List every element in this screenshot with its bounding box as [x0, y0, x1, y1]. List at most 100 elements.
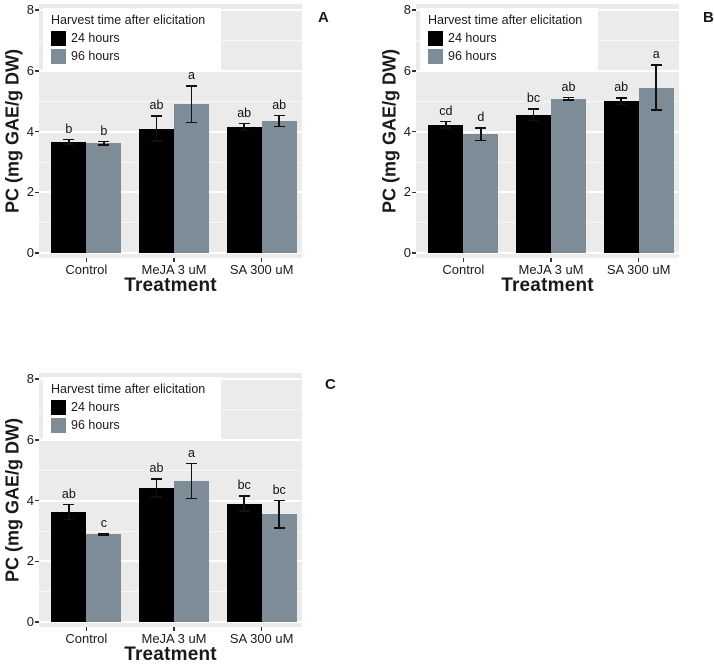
- legend-swatch-24h: [51, 399, 66, 415]
- error-bar-cap-bottom: [528, 119, 539, 122]
- x-axis-category-label: Control: [442, 262, 485, 277]
- error-bar-24h-control: [63, 503, 75, 521]
- y-axis-tick: [35, 439, 39, 441]
- significance-letter-96h-meja-3-um: a: [188, 68, 195, 83]
- panel-letter-a: A: [318, 9, 329, 26]
- legend: Harvest time after elicitation 24 hours …: [43, 377, 221, 439]
- x-axis-category-label: Control: [65, 262, 108, 277]
- significance-letter-24h-control: cd: [439, 103, 453, 118]
- y-axis-tick: [412, 70, 416, 72]
- bar-24h-meja-3-um: [139, 128, 174, 254]
- major-gridline: [39, 252, 302, 255]
- bar-24h-sa-300-um: [603, 101, 639, 254]
- error-bar-cap-top: [563, 96, 574, 99]
- error-bar-stem: [532, 108, 535, 122]
- minor-gridline: [416, 100, 679, 102]
- x-axis-tick: [260, 627, 263, 631]
- x-axis-category-label: Control: [65, 631, 108, 646]
- y-axis-tick-label: 2: [26, 184, 34, 200]
- error-bar-cap-bottom: [186, 121, 197, 124]
- bar-96h-meja-3-um: [174, 480, 209, 623]
- y-axis-tick-label: 2: [26, 553, 34, 569]
- error-bar-96h-sa-300-um: [273, 499, 285, 529]
- error-bar-cap-top: [186, 462, 197, 465]
- major-gridline: [416, 69, 679, 72]
- y-axis-tick: [35, 9, 39, 11]
- x-axis-tick: [260, 258, 263, 262]
- error-bar-cap-top: [528, 108, 539, 110]
- y-axis-tick-label: 8: [26, 2, 34, 17]
- error-bar-cap-bottom: [98, 144, 110, 146]
- error-bar-24h-sa-300-um: [238, 495, 250, 512]
- x-axis-tick: [550, 258, 552, 262]
- error-bar-96h-meja-3-um: [186, 462, 197, 500]
- x-axis-category-label: MeJA 3 uM: [518, 262, 584, 277]
- error-bar-cap-bottom: [273, 125, 285, 128]
- x-axis-category-label: MeJA 3 uM: [141, 631, 207, 646]
- error-bar-stem: [103, 140, 105, 146]
- legend-label-96h: 96 hours: [448, 49, 497, 63]
- y-axis-tick-label: 4: [26, 123, 34, 139]
- significance-letter-24h-meja-3-um: ab: [149, 461, 164, 476]
- error-bar-cap-top: [475, 127, 487, 129]
- y-axis-tick: [35, 499, 39, 502]
- error-bar-stem: [480, 127, 482, 141]
- error-bar-stem: [243, 495, 245, 512]
- x-axis-category-label: MeJA 3 uM: [141, 262, 207, 277]
- error-bar-24h-control: [63, 138, 75, 145]
- error-bar-cap-bottom: [186, 497, 197, 500]
- legend-label-24h: 24 hours: [71, 400, 120, 414]
- minor-gridline: [39, 100, 302, 102]
- chart-panel-a: PC (mg GAE/g DW) A Harvest time after el…: [0, 0, 352, 330]
- legend-swatch-96h: [51, 48, 66, 64]
- y-axis-tick: [35, 621, 39, 623]
- y-axis-tick-label: 4: [26, 492, 34, 508]
- error-bar-cap-bottom: [63, 143, 75, 145]
- error-bar-96h-sa-300-um: [650, 64, 662, 111]
- error-bar-cap-top: [238, 495, 250, 497]
- error-bar-cap-bottom: [98, 534, 110, 536]
- error-bar-96h-meja-3-um: [563, 96, 574, 101]
- panel-letter-b: B: [703, 9, 714, 26]
- bar-96h-control: [86, 534, 122, 623]
- error-bar-cap-top: [63, 503, 75, 506]
- y-axis-tick-label: 0: [26, 245, 34, 261]
- error-bar-stem: [155, 478, 158, 498]
- significance-letter-24h-control: b: [65, 121, 73, 136]
- y-axis-tick-label: 6: [26, 431, 34, 447]
- error-bar-cap-bottom: [151, 496, 162, 498]
- y-axis-tick-label: 4: [403, 123, 411, 139]
- bar-96h-control: [463, 134, 499, 254]
- error-bar-stem: [68, 503, 70, 521]
- bar-24h-control: [51, 141, 87, 254]
- y-axis-tick-label: 6: [403, 62, 411, 78]
- x-axis-title: Treatment: [501, 275, 594, 296]
- significance-letter-96h-control: b: [100, 123, 108, 138]
- error-bar-stem: [278, 114, 280, 128]
- error-bar-cap-bottom: [151, 140, 162, 142]
- error-bar-cap-top: [440, 120, 452, 123]
- error-bar-96h-meja-3-um: [186, 85, 197, 124]
- y-axis-tick-label: 0: [403, 245, 411, 261]
- error-bar-cap-bottom: [238, 129, 250, 132]
- plot-area: Harvest time after elicitation 24 hours …: [39, 4, 302, 258]
- significance-letter-24h-control: ab: [61, 486, 76, 501]
- error-bar-cap-bottom: [63, 518, 75, 521]
- y-axis-tick: [412, 9, 416, 11]
- panel-letter-c: C: [325, 376, 336, 393]
- significance-letter-24h-meja-3-um: ab: [149, 98, 164, 113]
- error-bar-stem: [190, 462, 193, 500]
- legend-label-96h: 96 hours: [71, 49, 120, 63]
- error-bar-cap-top: [63, 138, 75, 141]
- legend-title: Harvest time after elicitation: [428, 13, 583, 27]
- chart-panel-c: PC (mg GAE/g DW) C Harvest time after el…: [0, 355, 352, 672]
- x-axis-category-label: SA 300 uM: [606, 262, 671, 277]
- error-bar-stem: [278, 499, 280, 529]
- significance-letter-96h-sa-300-um: ab: [272, 97, 287, 112]
- error-bar-stem: [620, 97, 622, 106]
- error-bar-cap-top: [98, 140, 110, 143]
- y-axis-tick-label: 0: [26, 614, 34, 630]
- error-bar-cap-bottom: [563, 99, 574, 101]
- bar-24h-control: [428, 124, 464, 254]
